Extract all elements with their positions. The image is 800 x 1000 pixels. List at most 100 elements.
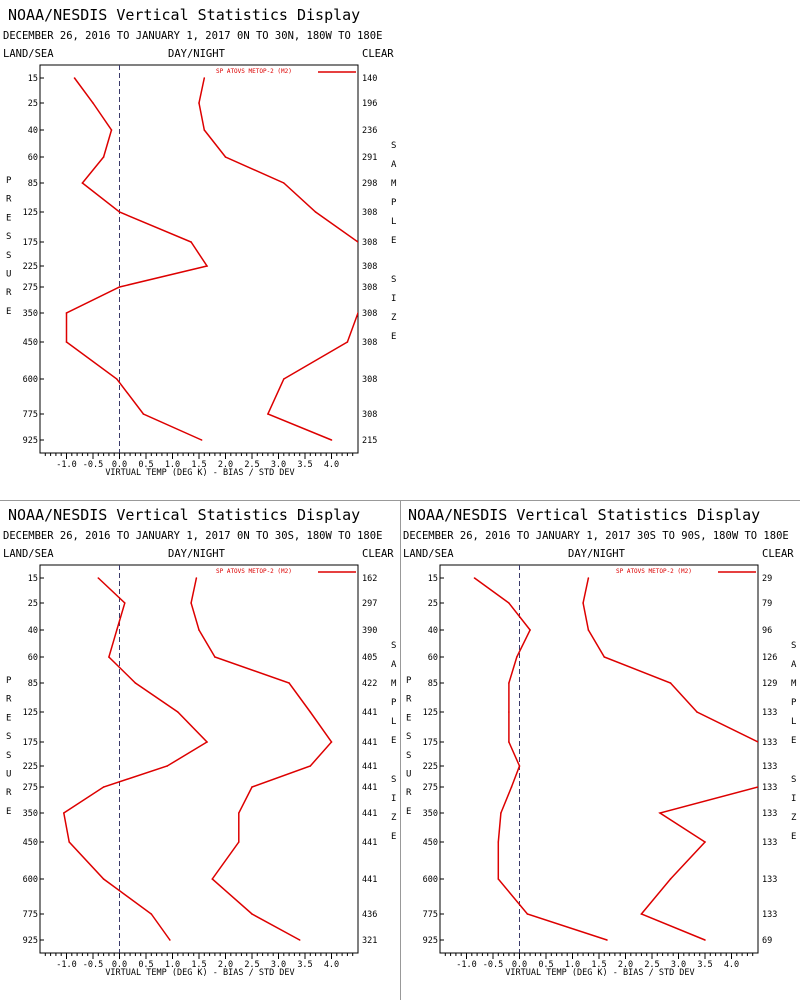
x-tick-label: 4.0	[324, 460, 339, 470]
bias-series-line	[474, 577, 608, 941]
x-tick-label: 1.0	[565, 960, 580, 970]
std-dev-point	[314, 211, 317, 213]
x-tick-label: 3.5	[297, 960, 312, 970]
x-tick-label: 0.5	[138, 960, 153, 970]
bias-point	[73, 77, 76, 79]
std-dev-point	[669, 682, 672, 684]
x-tick-label: 2.5	[244, 960, 259, 970]
sample-size-label: 308	[362, 238, 377, 248]
chart-title: NOAA/NESDIS Vertical Statistics Display	[408, 506, 760, 524]
std-dev-point	[190, 602, 192, 604]
x-tick-label: 0.0	[112, 960, 127, 970]
bias-point	[169, 939, 171, 941]
std-dev-point	[267, 413, 269, 415]
bias-point	[110, 129, 113, 131]
x-tick-label: 0.0	[112, 460, 127, 470]
pressure-level-label: 225	[23, 762, 38, 772]
bias-point	[518, 765, 521, 767]
pressure-level-label: 275	[23, 783, 38, 793]
x-tick-label: -0.5	[483, 960, 503, 970]
x-tick-label: 3.0	[671, 960, 686, 970]
clear-label: CLEAR	[362, 548, 394, 560]
pressure-level-label: 125	[23, 708, 38, 718]
sample-size-label: 215	[362, 436, 377, 446]
chart-title: NOAA/NESDIS Vertical Statistics Display	[8, 6, 360, 24]
bias-point	[65, 312, 68, 314]
sample-size-label: 162	[362, 574, 377, 584]
x-tick-label: -1.0	[56, 460, 76, 470]
std-dev-series-line	[190, 577, 333, 941]
bias-point	[102, 156, 105, 158]
std-dev-point	[211, 878, 214, 880]
std-dev-point	[251, 786, 253, 788]
std-dev-point	[330, 439, 333, 441]
sample-size-label: 441	[362, 783, 377, 793]
x-tick-label: 1.5	[191, 960, 206, 970]
sample-size-label: 308	[362, 283, 377, 293]
bias-point	[92, 102, 94, 104]
sample-size-label: 133	[762, 783, 777, 793]
bias-point	[118, 286, 121, 288]
panel-divider-vertical	[400, 500, 401, 1000]
std-dev-point	[640, 913, 643, 915]
region-label: 30S TO 90S, 180W TO 180E	[637, 530, 789, 542]
bias-point	[510, 786, 513, 788]
sample-size-label: 308	[362, 262, 377, 272]
x-tick-label: 3.5	[297, 460, 312, 470]
std-dev-point	[659, 812, 661, 814]
pressure-level-label: 60	[428, 653, 438, 663]
std-dev-point	[198, 102, 200, 104]
std-dev-point	[195, 577, 198, 579]
bias-point	[108, 656, 110, 658]
pressure-level-label: 450	[423, 838, 438, 848]
legend-label: SP ATOVS METOP-2 (M2)	[616, 568, 692, 575]
std-dev-point	[587, 629, 590, 631]
pressure-level-label: 450	[23, 838, 38, 848]
bias-point	[166, 765, 168, 767]
sample-size-label: 308	[362, 309, 377, 319]
bias-point	[102, 786, 105, 788]
sample-size-label: 441	[362, 708, 377, 718]
pressure-level-label: 85	[428, 679, 438, 689]
x-tick-label: 0.5	[138, 460, 153, 470]
legend-label: SP ATOVS METOP-2 (M2)	[216, 568, 292, 575]
bias-point	[102, 878, 105, 880]
pressure-level-label: 40	[28, 626, 38, 636]
pressure-level-label: 225	[23, 262, 38, 272]
bias-point	[508, 711, 510, 713]
pressure-level-label: 40	[28, 126, 38, 136]
pressure-level-label: 85	[28, 679, 38, 689]
pressure-level-label: 60	[28, 153, 38, 163]
x-tick-label: 1.5	[191, 460, 206, 470]
std-dev-point	[704, 939, 706, 941]
pressure-level-label: 25	[428, 599, 438, 609]
pressure-level-label: 925	[23, 936, 38, 946]
sample-size-label: 79	[762, 599, 772, 609]
sample-size-label: 308	[362, 208, 377, 218]
pressure-level-label: 25	[28, 599, 38, 609]
bias-point	[81, 182, 84, 184]
pressure-level-label: 275	[23, 283, 38, 293]
sample-size-label: 441	[362, 738, 377, 748]
std-dev-point	[214, 656, 216, 658]
pressure-level-label: 925	[23, 436, 38, 446]
x-tick-label: -0.5	[83, 960, 103, 970]
std-dev-series-line	[198, 77, 358, 441]
std-dev-point	[298, 939, 301, 941]
x-tick-label: 3.0	[271, 960, 286, 970]
pressure-level-label: 775	[23, 910, 38, 920]
x-tick-label: 1.0	[165, 960, 180, 970]
pressure-level-label: 925	[423, 936, 438, 946]
x-axis-label: VIRTUAL TEMP (DEG K) - BIAS / STD DEV	[105, 468, 294, 478]
x-tick-label: 2.0	[218, 960, 233, 970]
bias-point	[508, 741, 510, 743]
bias-point	[142, 413, 145, 415]
date-range-label: DECEMBER 26, 2016 TO JANUARY 1, 2017	[403, 530, 631, 542]
bias-point	[516, 656, 518, 658]
plot-frame	[39, 564, 359, 954]
pressure-level-label: 85	[28, 179, 38, 189]
pressure-level-label: 175	[23, 738, 38, 748]
sample-size-label: 441	[362, 809, 377, 819]
sample-size-label: 133	[762, 875, 777, 885]
x-tick-label: 2.5	[644, 960, 659, 970]
